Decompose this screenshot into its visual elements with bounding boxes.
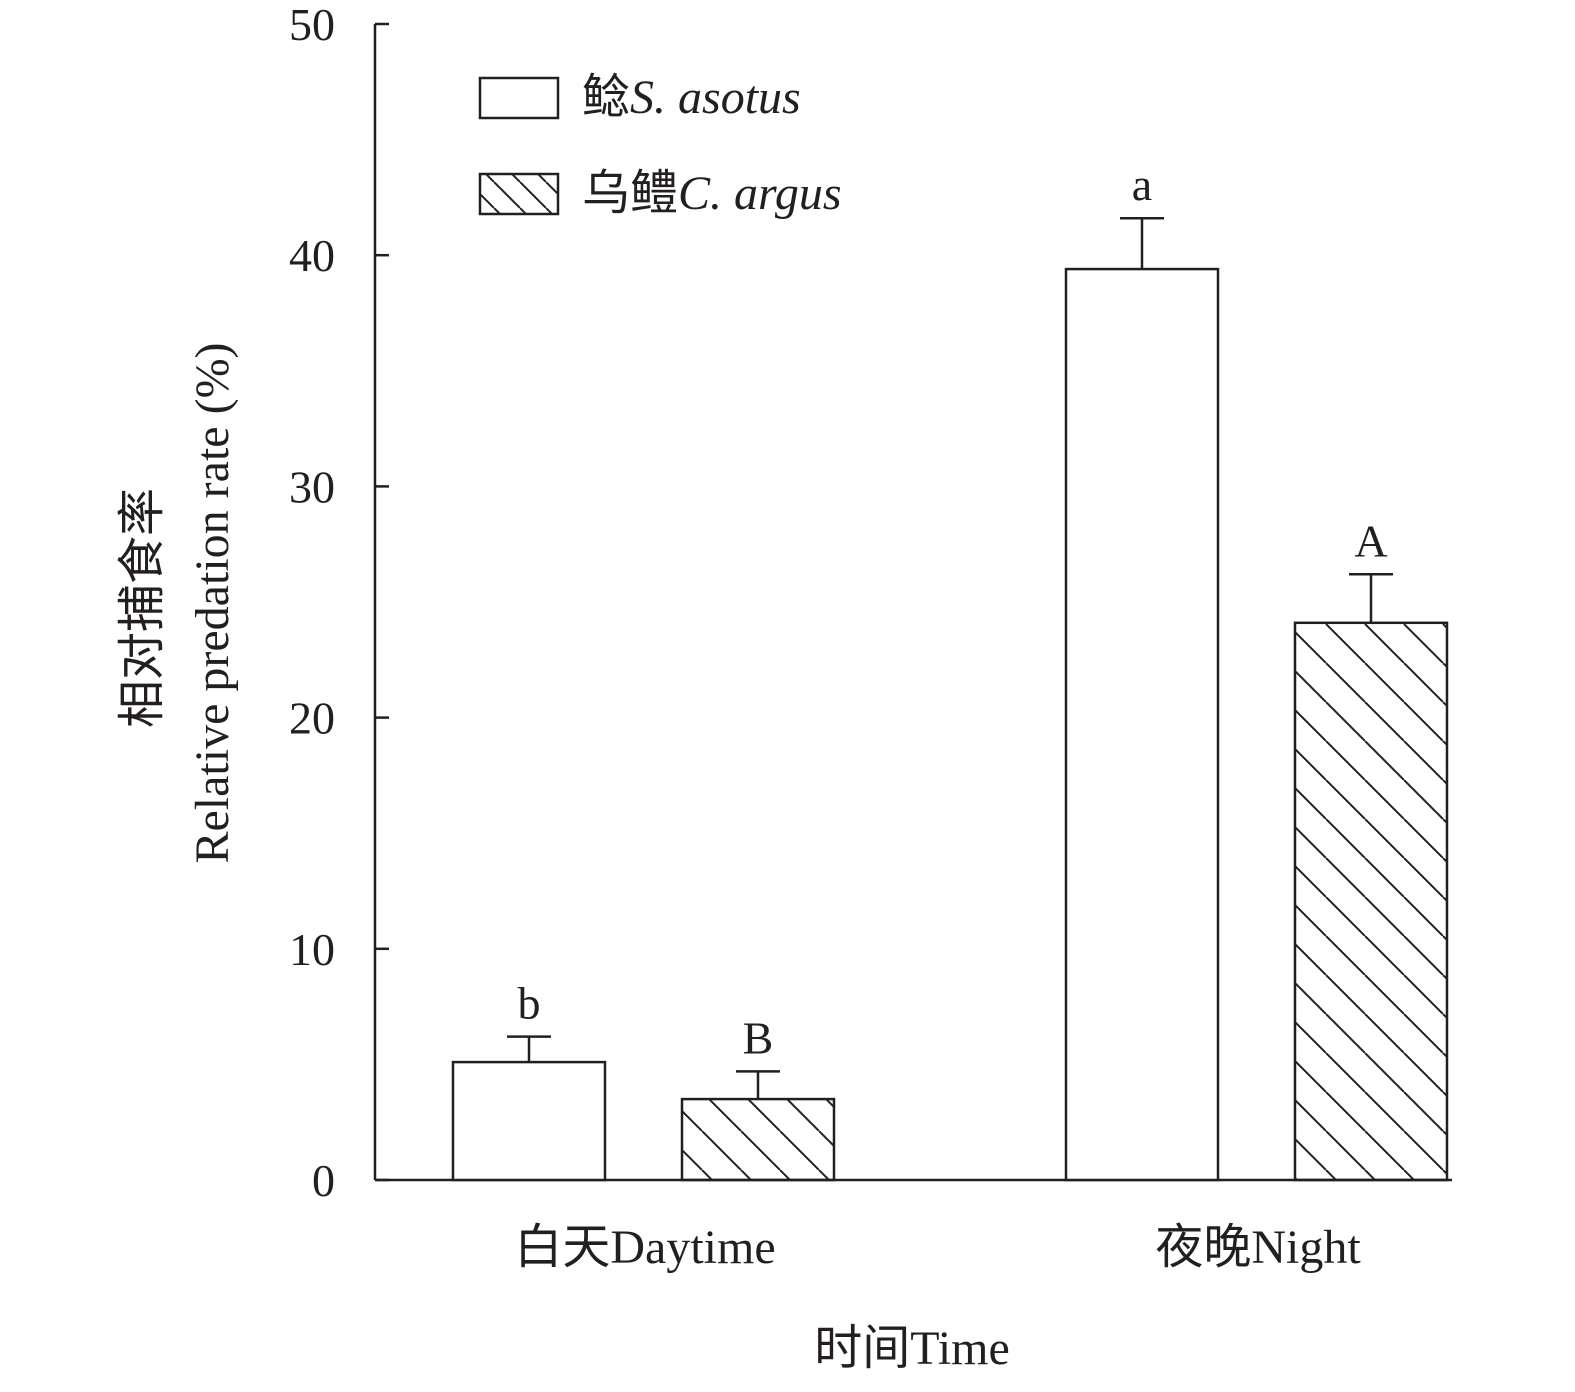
- y-axis-title-cn: 相对捕食率: [116, 488, 169, 728]
- x-category-label-0: 白天Daytime: [514, 1221, 775, 1274]
- plot-area: 0 10 20 30 40 50 白天Daytime 夜晚Night b a B A: [289, 0, 1452, 1274]
- y-tick-label-40: 40: [289, 230, 335, 281]
- legend-swatch-c-argus: [478, 172, 560, 216]
- y-tick-label-50: 50: [289, 0, 335, 50]
- y-axis-title-en: Relative predation rate (%): [186, 342, 239, 863]
- y-axis-title: 相对捕食率 Relative predation rate (%): [116, 342, 239, 863]
- bar-series0-cat0: [451, 1060, 607, 1182]
- x-category-label-1: 夜晚Night: [1155, 1221, 1361, 1274]
- bar-series1-cat1: [1293, 621, 1449, 1182]
- x-axis-title: 时间Time: [814, 1322, 1010, 1375]
- y-tick-label-0: 0: [312, 1155, 335, 1206]
- legend-label-c-argus: 乌鳢C. argus: [582, 167, 842, 220]
- legend-swatch-s-asotus: [478, 76, 560, 120]
- y-tick-label-10: 10: [289, 924, 335, 975]
- significance-label-series1-cat1: A: [1354, 515, 1387, 566]
- significance-label-series0-cat0: b: [518, 978, 541, 1029]
- significance-label-series1-cat0: B: [743, 1012, 774, 1063]
- bar-series1-cat0: [680, 1097, 836, 1182]
- y-tick-label-20: 20: [289, 693, 335, 744]
- y-tick-label-30: 30: [289, 461, 335, 512]
- legend-label-s-asotus: 鲶S. asotus: [582, 71, 801, 124]
- significance-label-series0-cat1: a: [1132, 159, 1152, 210]
- bar-series0-cat1: [1064, 267, 1220, 1182]
- legend: 鲶S. asotus 乌鳢C. argus: [478, 71, 842, 220]
